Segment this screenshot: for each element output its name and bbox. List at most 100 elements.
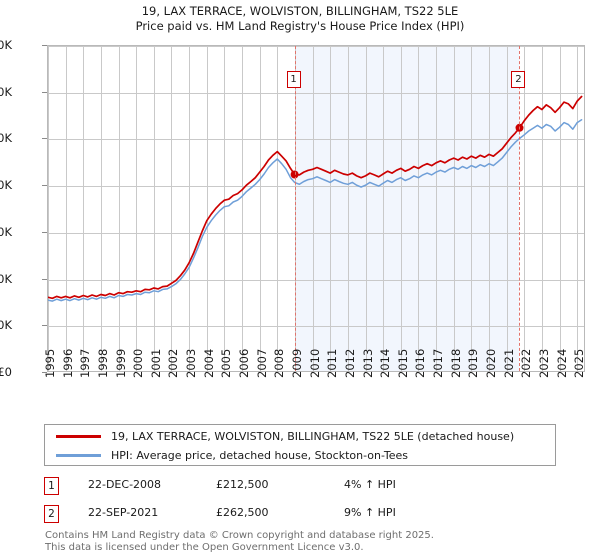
y-axis-tick bbox=[42, 45, 47, 46]
x-axis-tick-label: 2003 bbox=[184, 348, 199, 378]
gridline-vertical bbox=[101, 46, 102, 371]
x-axis-tick-label: 2002 bbox=[166, 348, 181, 378]
gridline-vertical bbox=[242, 46, 243, 371]
transaction-price: £262,500 bbox=[216, 506, 269, 519]
transaction-hpi-delta: 9% ↑ HPI bbox=[344, 506, 396, 519]
x-axis-tick-label: 1996 bbox=[60, 348, 75, 378]
y-axis-tick bbox=[42, 92, 47, 93]
series-lines bbox=[48, 95, 583, 302]
x-axis-tick-label: 2007 bbox=[254, 348, 269, 378]
x-axis-tick-label: 2024 bbox=[554, 348, 569, 378]
x-axis-tick-label: 2019 bbox=[466, 348, 481, 378]
x-axis-tick-label: 2021 bbox=[501, 348, 516, 378]
gridline-vertical bbox=[48, 46, 49, 371]
gridline-vertical bbox=[189, 46, 190, 371]
x-axis-tick-label: 2001 bbox=[148, 348, 163, 378]
y-axis-tick bbox=[42, 232, 47, 233]
gridline-vertical bbox=[83, 46, 84, 371]
x-axis-tick-label: 2008 bbox=[272, 348, 287, 378]
gridline-vertical bbox=[542, 46, 543, 371]
x-axis-tick-label: 1995 bbox=[43, 348, 57, 378]
chart-area: £0£50K£100K£150K£200K£250K£300K£350K 12 … bbox=[0, 38, 587, 379]
title-line-2: Price paid vs. HM Land Registry's House … bbox=[135, 19, 465, 33]
gridline-horizontal bbox=[48, 46, 584, 47]
gridline-vertical bbox=[471, 46, 472, 371]
legend-swatch-hpi bbox=[56, 454, 101, 457]
x-axis-tick-label: 1998 bbox=[95, 348, 110, 378]
y-axis-tick bbox=[42, 372, 47, 373]
x-axis-tick-label: 2018 bbox=[448, 348, 463, 378]
x-axis-tick-label: 2022 bbox=[519, 348, 534, 378]
x-axis-tick-label: 2014 bbox=[378, 348, 393, 378]
footer-line-2: This data is licensed under the Open Gov… bbox=[45, 541, 364, 553]
series-line-hpi bbox=[48, 119, 583, 302]
ownership-band bbox=[294, 46, 520, 371]
x-axis-tick-label: 2016 bbox=[413, 348, 428, 378]
chart-legend: 19, LAX TERRACE, WOLVISTON, BILLINGHAM, … bbox=[44, 424, 556, 466]
legend-item-hpi: HPI: Average price, detached house, Stoc… bbox=[45, 445, 408, 466]
event-marker-flag[interactable]: 1 bbox=[286, 71, 301, 88]
transaction-price: £212,500 bbox=[216, 478, 269, 491]
gridline-vertical bbox=[454, 46, 455, 371]
transaction-row[interactable]: 2 22-SEP-2021 £262,500 9% ↑ HPI bbox=[44, 503, 564, 525]
x-axis-tick-label: 2025 bbox=[572, 348, 587, 378]
gridline-vertical bbox=[154, 46, 155, 371]
gridline-vertical bbox=[260, 46, 261, 371]
transaction-date: 22-DEC-2008 bbox=[88, 478, 162, 491]
transaction-badge: 2 bbox=[44, 505, 59, 523]
gridline-vertical bbox=[277, 46, 278, 371]
gridline-vertical bbox=[119, 46, 120, 371]
transaction-row[interactable]: 1 22-DEC-2008 £212,500 4% ↑ HPI bbox=[44, 475, 564, 497]
gridline-horizontal bbox=[48, 233, 584, 234]
x-axis-tick-label: 2011 bbox=[325, 348, 340, 378]
gridline-vertical bbox=[507, 46, 508, 371]
plot-canvas bbox=[47, 45, 585, 372]
legend-item-subject: 19, LAX TERRACE, WOLVISTON, BILLINGHAM, … bbox=[45, 426, 514, 447]
x-axis-tick-label: 2020 bbox=[483, 348, 498, 378]
x-axis-tick-label: 2015 bbox=[395, 348, 410, 378]
title-line-1: 19, LAX TERRACE, WOLVISTON, BILLINGHAM, … bbox=[141, 4, 459, 18]
gridline-vertical bbox=[224, 46, 225, 371]
y-axis-tick bbox=[42, 279, 47, 280]
gridline-vertical bbox=[136, 46, 137, 371]
gridline-horizontal bbox=[48, 186, 584, 187]
legend-swatch-subject bbox=[56, 435, 101, 438]
footer-line-1: Contains HM Land Registry data © Crown c… bbox=[45, 530, 434, 541]
gridline-vertical bbox=[524, 46, 525, 371]
y-axis-tick bbox=[42, 325, 47, 326]
x-axis-tick-label: 2010 bbox=[307, 348, 322, 378]
gridline-vertical bbox=[489, 46, 490, 371]
legend-label-hpi: HPI: Average price, detached house, Stoc… bbox=[111, 449, 409, 462]
event-marker-line bbox=[519, 46, 521, 371]
gridline-vertical bbox=[577, 46, 578, 371]
gridline-horizontal bbox=[48, 93, 584, 94]
transaction-hpi-delta: 4% ↑ HPI bbox=[344, 478, 396, 491]
gridline-vertical bbox=[348, 46, 349, 371]
legend-label-subject: 19, LAX TERRACE, WOLVISTON, BILLINGHAM, … bbox=[111, 430, 515, 443]
x-axis-tick-label: 2004 bbox=[201, 348, 216, 378]
page-title: 19, LAX TERRACE, WOLVISTON, BILLINGHAM, … bbox=[0, 4, 600, 34]
x-axis-tick-label: 2000 bbox=[131, 348, 146, 378]
gridline-horizontal bbox=[48, 139, 584, 140]
transaction-badge: 1 bbox=[44, 477, 59, 495]
gridline-vertical bbox=[66, 46, 67, 371]
x-axis-tick-label: 1999 bbox=[113, 348, 128, 378]
gridline-vertical bbox=[207, 46, 208, 371]
gridline-vertical bbox=[560, 46, 561, 371]
event-marker-line bbox=[294, 46, 296, 371]
x-axis-tick-label: 2012 bbox=[342, 348, 357, 378]
x-axis-tick-label: 1997 bbox=[78, 348, 93, 378]
gridline-vertical bbox=[401, 46, 402, 371]
y-axis-tick bbox=[42, 138, 47, 139]
event-marker-flag[interactable]: 2 bbox=[511, 71, 526, 88]
gridline-vertical bbox=[418, 46, 419, 371]
gridline-vertical bbox=[171, 46, 172, 371]
x-axis-tick-label: 2006 bbox=[237, 348, 252, 378]
gridline-vertical bbox=[313, 46, 314, 371]
x-axis-tick-label: 2013 bbox=[360, 348, 375, 378]
gridline-vertical bbox=[330, 46, 331, 371]
x-axis-tick-label: 2023 bbox=[536, 348, 551, 378]
x-axis-tick-label: 2005 bbox=[219, 348, 234, 378]
gridline-vertical bbox=[383, 46, 384, 371]
